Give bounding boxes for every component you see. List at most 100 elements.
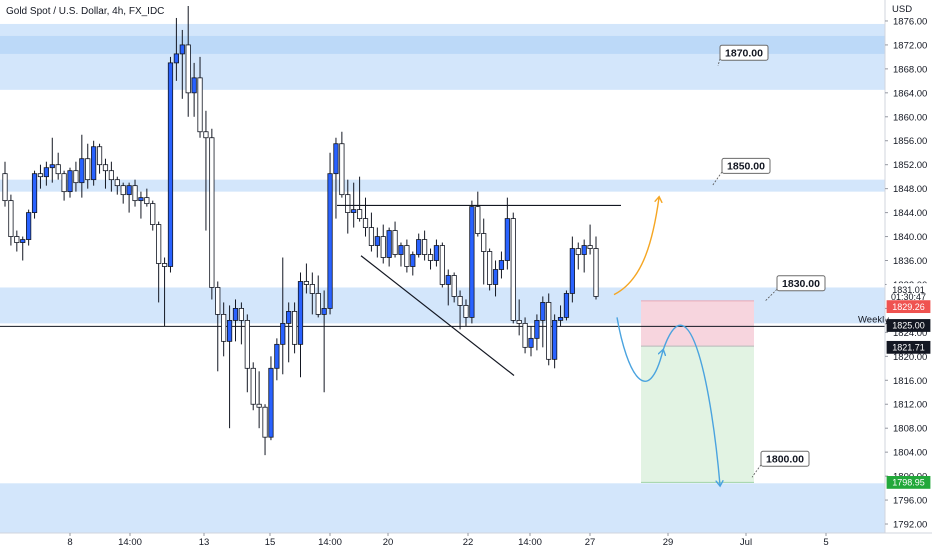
candle-body — [445, 275, 451, 285]
candle — [439, 242, 445, 288]
candle — [475, 191, 481, 237]
y-tick-label: 1868.00 — [893, 64, 927, 75]
candle-body — [475, 206, 481, 234]
candle — [422, 230, 428, 261]
candle — [386, 227, 392, 267]
x-tick-label: 27 — [585, 537, 596, 548]
candle — [339, 131, 345, 198]
candle — [31, 170, 38, 219]
x-tick-label: 13 — [199, 537, 210, 548]
candle-body — [256, 403, 262, 408]
candle — [79, 134, 85, 198]
candle-body — [203, 131, 209, 139]
candle — [445, 269, 451, 306]
y-tick-label: 1808.00 — [893, 424, 927, 435]
candle-body — [91, 146, 97, 181]
candle — [286, 302, 292, 363]
candle-body — [534, 319, 540, 339]
candle — [587, 224, 593, 255]
x-tick-label: 14:00 — [518, 537, 542, 548]
candle-body — [321, 308, 327, 315]
y-tick-label: 1852.00 — [893, 160, 927, 171]
callout-label: 1800.00 — [766, 454, 804, 466]
candle — [487, 248, 493, 291]
callout-box — [760, 450, 810, 467]
callout-label: 1850.00 — [727, 161, 765, 173]
candle-body — [250, 367, 256, 405]
candle-body — [268, 367, 274, 438]
zone-band — [0, 483, 885, 533]
candle — [203, 110, 209, 231]
candle — [221, 302, 227, 357]
candle — [433, 239, 440, 267]
candle — [132, 179, 138, 207]
candle-body — [173, 53, 179, 64]
candle-body — [132, 185, 138, 202]
candle-body — [49, 164, 55, 169]
candle-body — [463, 305, 469, 318]
candle — [492, 260, 499, 297]
y-tick-label: 1844.00 — [893, 208, 927, 219]
y-tick-label: 1864.00 — [893, 88, 927, 99]
candle — [552, 314, 558, 369]
x-tick-label: 14:00 — [118, 537, 142, 548]
x-tick-label: 8 — [67, 537, 72, 548]
candle-body — [333, 143, 339, 175]
candle — [26, 209, 32, 246]
candle-body — [126, 185, 132, 196]
candle-body — [552, 319, 558, 360]
candle — [569, 236, 575, 303]
weekly-price-tag-bg — [886, 319, 931, 332]
candle — [410, 251, 416, 276]
candle — [368, 212, 375, 252]
candle — [150, 200, 156, 231]
current-price-tag: 1831.01 — [892, 285, 925, 295]
y-tick-label: 1840.00 — [893, 232, 927, 243]
candle — [156, 221, 162, 303]
callout-leader — [764, 288, 778, 302]
candle-body — [339, 143, 345, 196]
candle-body — [26, 212, 32, 240]
callout-label: 1830.00 — [782, 278, 820, 290]
candle-body — [96, 146, 103, 166]
candle-body — [368, 227, 375, 246]
candle-body — [581, 245, 587, 255]
candle — [274, 338, 280, 381]
candle-body — [79, 158, 85, 184]
candle — [398, 242, 404, 267]
y-tick-label: 1848.00 — [893, 184, 927, 195]
candle-body — [563, 293, 570, 318]
candle — [416, 233, 422, 258]
bearish-arrow — [662, 324, 720, 485]
weekly-label: Weekly — [858, 314, 889, 325]
candle — [108, 161, 114, 192]
candle — [268, 356, 274, 441]
candle — [2, 161, 8, 207]
candle — [114, 176, 120, 195]
candle — [126, 182, 132, 213]
candle-body — [179, 44, 185, 55]
candle-body — [232, 308, 239, 321]
candle-body — [238, 308, 244, 321]
candle — [209, 128, 215, 300]
candle-body — [327, 173, 333, 309]
y-tick-label: 1812.00 — [893, 400, 927, 411]
candle — [215, 281, 221, 372]
candle-body — [8, 200, 14, 237]
candle-body — [37, 173, 44, 178]
candle-body — [451, 275, 457, 297]
candle — [179, 29, 185, 99]
candle — [563, 290, 570, 321]
candle-body — [345, 194, 351, 214]
candle-body — [73, 170, 79, 184]
y-tick-label: 1816.00 — [893, 376, 927, 387]
candle — [256, 371, 262, 429]
candle — [232, 299, 239, 342]
candle — [427, 248, 434, 270]
candle — [593, 236, 599, 300]
candle-body — [244, 319, 250, 369]
candle-body — [593, 248, 599, 297]
candle-body — [374, 236, 380, 246]
candle — [516, 299, 522, 336]
